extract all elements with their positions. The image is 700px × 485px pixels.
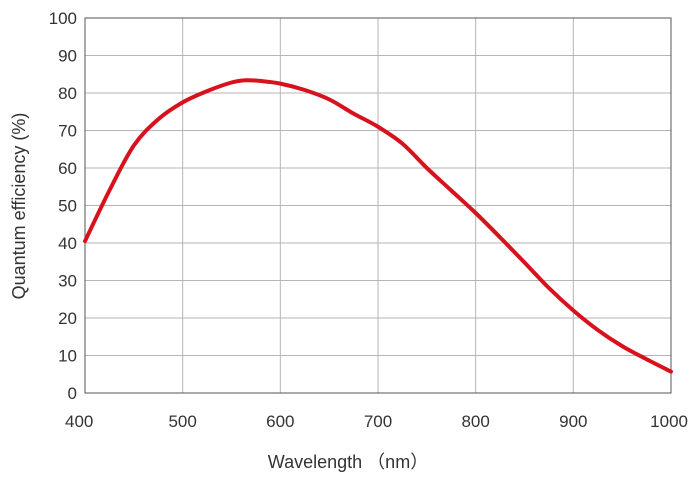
- plot-frame: [84, 17, 672, 394]
- x-axis-label: Wavelength （nm）: [268, 452, 428, 472]
- y-tick-label: 0: [68, 384, 77, 403]
- x-tick-label: 400: [65, 412, 93, 431]
- x-tick-label: 500: [168, 412, 196, 431]
- y-tick-label: 20: [58, 309, 77, 328]
- grid: [85, 18, 671, 393]
- y-axis-label: Quantum efficiency (%): [9, 113, 29, 300]
- y-tick-label: 100: [49, 9, 77, 28]
- y-tick-label: 80: [58, 84, 77, 103]
- x-tick-label: 600: [266, 412, 294, 431]
- y-tick-label: 60: [58, 159, 77, 178]
- x-tick-label: 900: [559, 412, 587, 431]
- x-tick-label: 700: [364, 412, 392, 431]
- x-tick-labels: 400 500 600 700 800 900 1000: [65, 412, 688, 431]
- y-tick-label: 40: [58, 234, 77, 253]
- y-tick-labels: 0 10 20 30 40 50 60 70 80 90 100: [49, 9, 77, 403]
- series-layer: [83, 78, 673, 374]
- series-line: [83, 78, 673, 374]
- x-tick-label: 800: [461, 412, 489, 431]
- plot-border: [84, 17, 672, 394]
- y-tick-label: 70: [58, 122, 77, 141]
- y-tick-label: 90: [58, 47, 77, 66]
- y-tick-label: 50: [58, 197, 77, 216]
- y-tick-label: 10: [58, 347, 77, 366]
- y-tick-label: 30: [58, 272, 77, 291]
- x-tick-label: 1000: [650, 412, 688, 431]
